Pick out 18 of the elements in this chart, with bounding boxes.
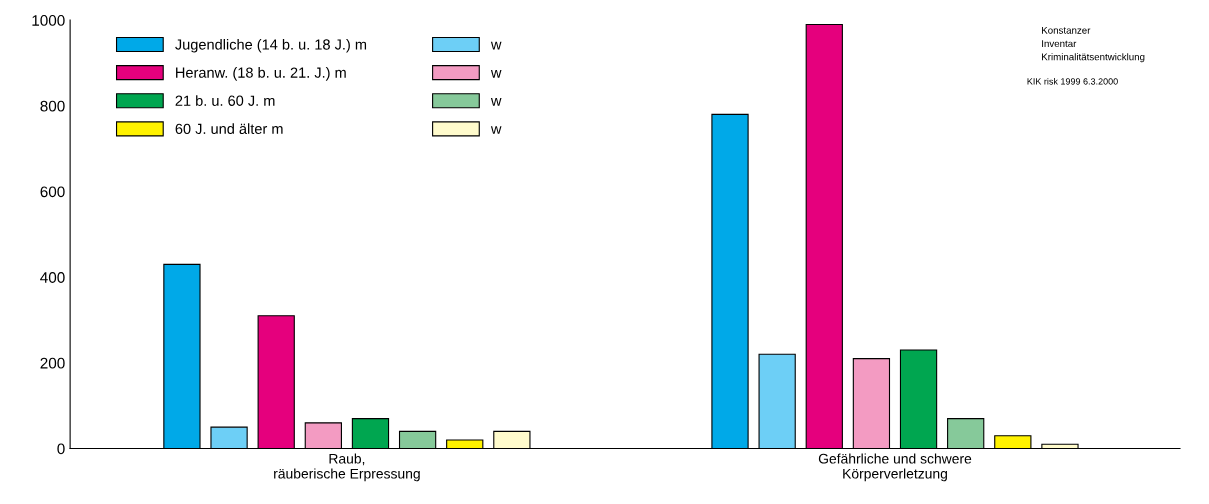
legend-label: 60 J. und älter m: [175, 123, 283, 134]
legend-label: w: [490, 69, 502, 78]
y-tick-label: 1000: [32, 15, 65, 26]
annotation: KIK risk 1999 6.3.2000: [1027, 77, 1118, 85]
legend-label: w: [490, 98, 502, 106]
legend-label: Heranw. (18 b. u. 21. J.) m: [176, 67, 346, 81]
y-tick-label: 0: [57, 443, 65, 455]
legend-label: Jugendliche (14 b. u. 18 J.) m: [175, 38, 367, 53]
y-tick-label: 800: [40, 100, 65, 112]
legend-label: 21 b. u. 60 J. m: [175, 95, 275, 106]
legend-label: w: [490, 41, 502, 50]
y-tick-label: 600: [40, 186, 65, 198]
legend-label: w: [490, 126, 502, 134]
y-tick-label: 200: [40, 357, 65, 369]
annotation: Konstanzer Inventar Kriminalitätsentwicklung: [1042, 26, 1145, 63]
y-tick-label: 400: [40, 272, 65, 283]
x-tick-label: Raub, räuberische Erpressung: [274, 453, 420, 482]
x-tick-label: Gefährliche und schwere Körperverletzung: [818, 453, 972, 482]
